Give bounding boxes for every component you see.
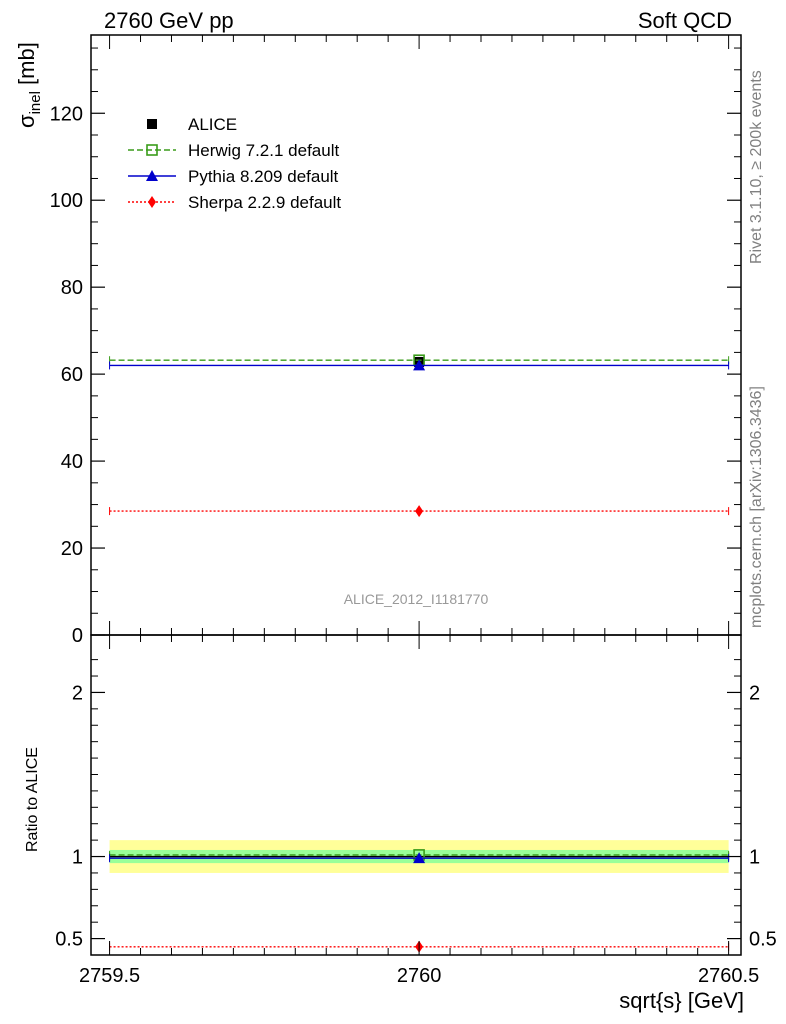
y-tick-label: 1 (72, 847, 83, 869)
legend-alice-label: ALICE (188, 115, 237, 134)
plot-frame (90, 634, 742, 956)
watermark: ALICE_2012_I1181770 (344, 591, 489, 607)
x-tick-label: 2760 (397, 965, 442, 987)
ratio-plot-content (109, 840, 730, 953)
main-y-axis-label: σinel [mb] (14, 42, 44, 128)
y-tick-label-right: 1 (749, 847, 760, 869)
y-label-unit: [mb] (14, 42, 39, 91)
sherpa-point (415, 505, 424, 518)
rivet-label: Rivet 3.1.10, ≥ 200k events (748, 70, 765, 264)
y-tick-label: 2 (72, 682, 83, 704)
mcplots-label: mcplots.cern.ch [arXiv:1306.3436] (748, 386, 765, 628)
x-tick-label: 2759.5 (79, 965, 140, 987)
ratio-y-axis-label: Ratio to ALICE (24, 747, 41, 852)
y-tick-label: 0.5 (55, 929, 83, 951)
header-left: 2760 GeV pp (104, 8, 234, 33)
ratio-panel: 0.5 0.5 1 1 2 2 2759.5 2760 2760.5 Ratio to ALIC… (24, 634, 777, 1013)
ratio-axes: 0.5 0.5 1 1 2 2 2759.5 2760 2760.5 (55, 634, 777, 987)
y-tick-label-right: 2 (749, 682, 760, 704)
main-panel: ALICE_2012_I1181770 0 20 40 60 80 100 120 ALIC… (14, 34, 742, 647)
legend-sherpa-label: Sherpa 2.2.9 default (188, 193, 341, 212)
pythia-point (413, 359, 426, 371)
legend: ALICE Herwig 7.2.1 default Pythia 8.209 de… (128, 115, 341, 212)
x-axis-label: sqrt{s} [GeV] (619, 988, 744, 1013)
legend-herwig-label: Herwig 7.2.1 default (188, 141, 339, 160)
y-label-subscript: inel (27, 91, 44, 114)
x-tick-label: 2760.5 (698, 965, 759, 987)
y-tick-label: 20 (61, 538, 83, 560)
legend-sherpa-marker (148, 196, 156, 208)
y-tick-label: 0 (72, 625, 83, 647)
pythia-point (413, 852, 426, 864)
legend-herwig-marker (146, 144, 158, 156)
legend-alice-marker (147, 119, 157, 129)
legend-pythia-marker (146, 170, 158, 181)
main-plot-content (109, 354, 730, 518)
y-tick-label: 40 (61, 451, 83, 473)
y-tick-label: 60 (61, 364, 83, 386)
legend-pythia-label: Pythia 8.209 default (188, 167, 339, 186)
y-tick-label: 80 (61, 277, 83, 299)
y-tick-label-right: 0.5 (749, 929, 777, 951)
y-tick-label: 120 (50, 103, 83, 125)
y-tick-label: 100 (50, 190, 83, 212)
header-right: Soft QCD (638, 8, 732, 33)
y-label-sigma: σ (14, 114, 39, 128)
